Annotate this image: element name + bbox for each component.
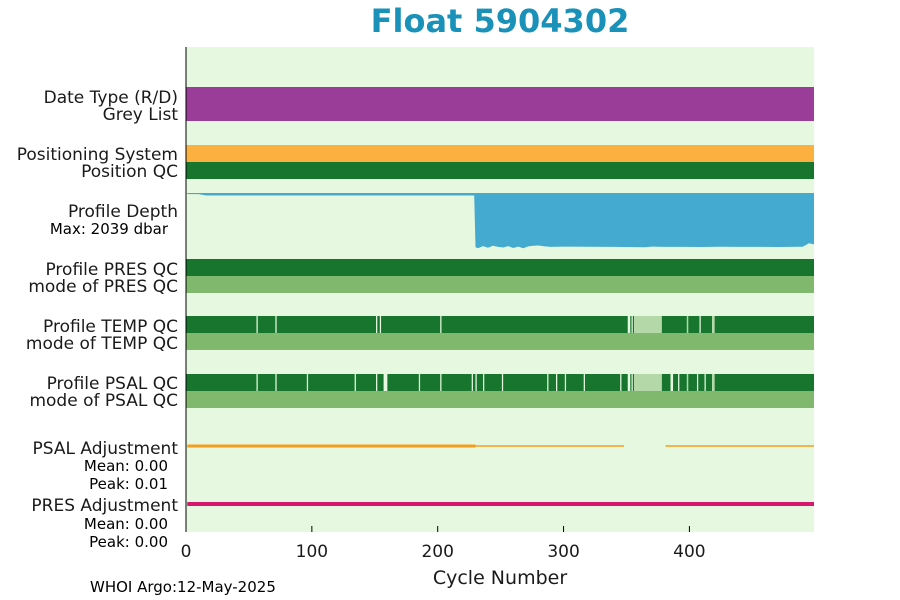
psal-qc-gap [440,374,442,391]
psal-qc-gap [564,374,567,391]
temp-qc-light [712,316,715,333]
temp-qc-gap [379,316,382,333]
chart-title: Float 5904302 [370,2,630,40]
psal-qc-gap [631,374,633,391]
psal-qc-gap [678,374,680,391]
psal-qc-gap [475,374,477,391]
position-qc-band [186,162,814,179]
label-temp-qc: Profile TEMP QC [43,317,178,337]
x-tick-label: 400 [673,542,705,562]
label-psal-qc: Profile PSAL QC [47,374,178,394]
psal-qc-gap [501,374,504,391]
label-max-depth: Max: 2039 dbar [50,220,169,238]
temp-qc-light [634,316,662,333]
pres-mode-band [186,276,814,293]
pres-qc-band [186,259,814,276]
label-pres-qc: Profile PRES QC [45,260,178,280]
temp-qc-gap [627,316,631,333]
psal-qc-gap [275,374,277,391]
positioning-system-band [186,145,814,162]
psal-qc-gap [306,374,309,391]
psal-qc-gap [670,374,674,391]
temp-qc-gap [631,316,633,333]
psal-qc-gap [471,374,473,391]
temp-qc-gap [699,316,701,333]
psal-qc-gap [376,374,378,391]
label-positioning-system: Positioning System [17,145,178,165]
temp-qc-light [686,316,689,333]
label-psal-adjustment: PSAL Adjustment [33,439,179,459]
x-axis: 0 100 200 300 400 [181,526,706,562]
label-psal-adj-mean: Mean: 0.00 [84,457,168,475]
psal-qc-gap [418,374,421,391]
label-grey-list: Grey List [103,105,179,125]
label-psal-adj-peak: Peak: 0.01 [89,475,168,493]
label-profile-depth: Profile Depth [68,202,178,222]
psal-qc-gap [383,374,388,391]
temp-qc-band [186,316,814,333]
profile-depth-area [187,193,814,249]
x-tick-label: 300 [547,542,579,562]
psal-qc-gap [256,374,258,391]
psal-qc-gap [547,374,549,391]
psal-mode-band [186,391,814,408]
temp-qc-gap [256,316,258,333]
psal-qc-gap [704,374,706,391]
temp-qc-gap [275,316,277,333]
temp-qc-gap [440,316,442,333]
psal-qc-band [186,374,814,391]
temp-qc-gap [376,316,378,333]
psal-qc-gap [620,374,622,391]
label-pres-mode: mode of PRES QC [28,277,178,297]
label-pres-adjustment: PRES Adjustment [31,496,178,516]
data-type-band [186,87,814,121]
data-bands [186,87,814,506]
psal-qc-gap [696,374,699,391]
psal-qc-gap [627,374,631,391]
x-tick-label: 100 [296,542,328,562]
x-tick-label: 0 [181,542,192,562]
label-pres-adj-mean: Mean: 0.00 [84,515,168,533]
x-tick-label: 200 [421,542,453,562]
psal-qc-gap [483,374,485,391]
footer-credit: WHOI Argo:12-May-2025 [90,578,276,596]
row-labels: Date Type (R/D) Grey List Positioning Sy… [17,88,179,551]
x-axis-label: Cycle Number [433,567,567,589]
psal-qc-light [634,374,662,391]
psal-qc-gap [354,374,356,391]
label-data-type: Date Type (R/D) [44,88,178,108]
label-position-qc: Position QC [81,162,178,182]
temp-mode-band [186,333,814,350]
psal-qc-gap [556,374,558,391]
psal-qc-light [712,374,715,391]
label-psal-mode: mode of PSAL QC [29,391,178,411]
label-pres-adj-peak: Peak: 0.00 [89,533,168,551]
psal-qc-gap [583,374,585,391]
label-temp-mode: mode of TEMP QC [26,334,178,354]
psal-qc-light [686,374,689,391]
